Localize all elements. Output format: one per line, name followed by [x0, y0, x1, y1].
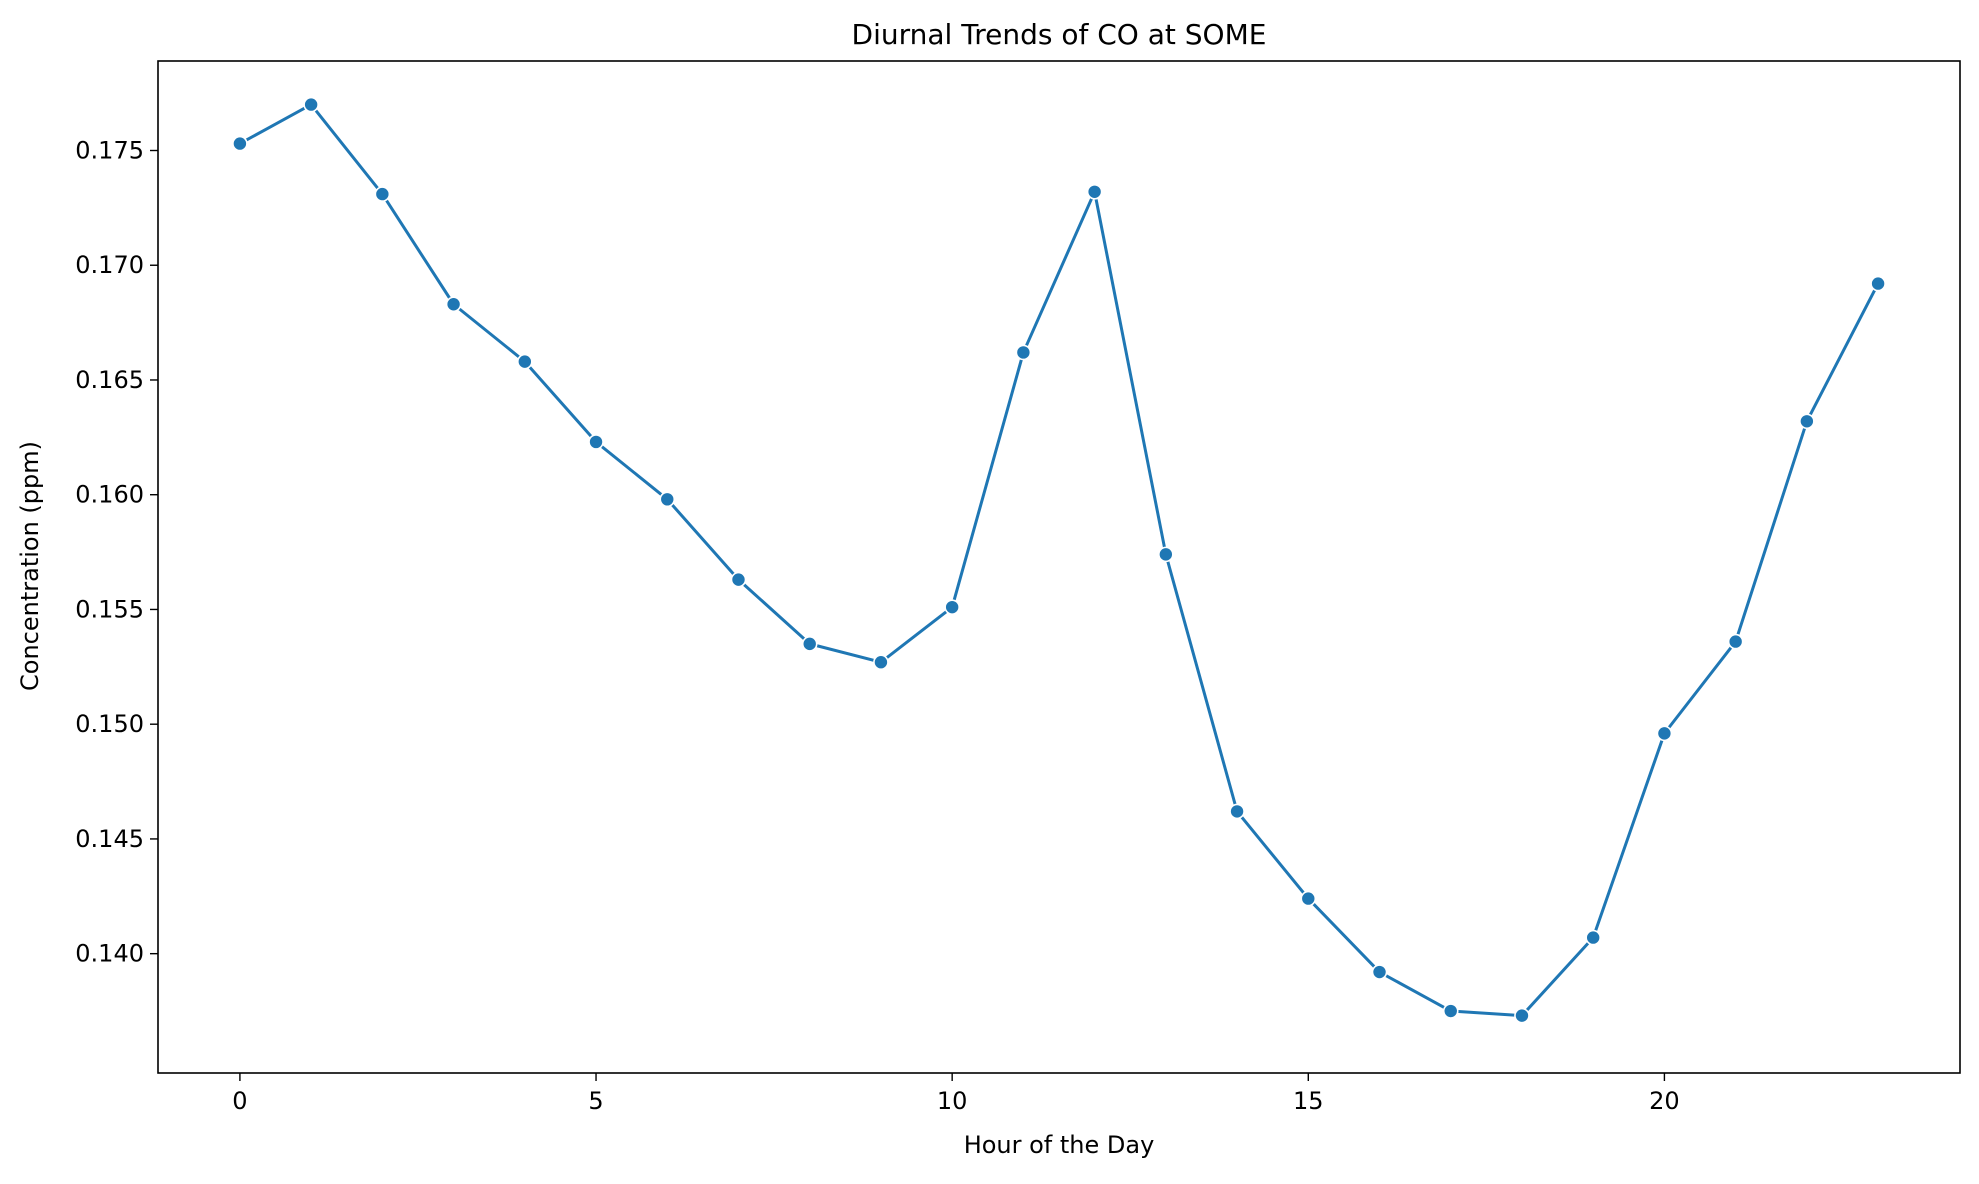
y-tick-label: 0.150 [75, 710, 144, 738]
data-point [873, 654, 889, 671]
data-point [1514, 1007, 1530, 1024]
x-tick-label: 10 [937, 1087, 968, 1115]
data-point [1442, 1003, 1459, 1019]
data-point [944, 599, 960, 615]
data-point [374, 186, 391, 202]
y-tick-label: 0.155 [75, 595, 144, 623]
plot-frame [157, 60, 1961, 1074]
plot-area: 0 5 10 15 20 0.140 0.145 0.150 0.155 0.160 0.165 0.… [75, 60, 1961, 1115]
data-point [659, 491, 676, 508]
data-point [1229, 803, 1245, 820]
x-tick-label: 20 [1649, 1087, 1680, 1115]
data-point [1727, 633, 1744, 650]
y-tick-label: 0.160 [75, 481, 144, 509]
data-point [1585, 929, 1601, 946]
y-tick-label: 0.140 [75, 940, 144, 968]
y-axis-label: Concentration (ppm) [16, 441, 44, 691]
data-point [1656, 725, 1673, 742]
x-axis-label: Hour of the Day [964, 1131, 1155, 1159]
data-point [1799, 413, 1815, 430]
data-point [730, 571, 747, 588]
data-point [232, 135, 248, 152]
y-tick-label: 0.165 [75, 366, 144, 394]
chart-title: Diurnal Trends of CO at SOME [852, 18, 1267, 51]
y-tick-label: 0.175 [75, 136, 144, 164]
x-tick-label: 15 [1293, 1087, 1324, 1115]
y-tick-label: 0.145 [75, 825, 144, 853]
y-tick-label: 0.170 [75, 251, 144, 279]
data-point [1086, 184, 1103, 200]
data-point [1870, 275, 1886, 292]
data-point [1158, 546, 1174, 563]
x-tick-label: 5 [588, 1087, 603, 1115]
data-point [445, 296, 462, 313]
data-point [588, 434, 604, 450]
series-line [239, 103, 1880, 1018]
x-tick-label: 0 [232, 1087, 247, 1115]
data-point [303, 96, 319, 113]
data-point [1300, 890, 1317, 907]
data-point [1371, 964, 1388, 980]
data-point [1015, 344, 1032, 361]
data-point [517, 353, 533, 370]
data-point [801, 636, 818, 652]
